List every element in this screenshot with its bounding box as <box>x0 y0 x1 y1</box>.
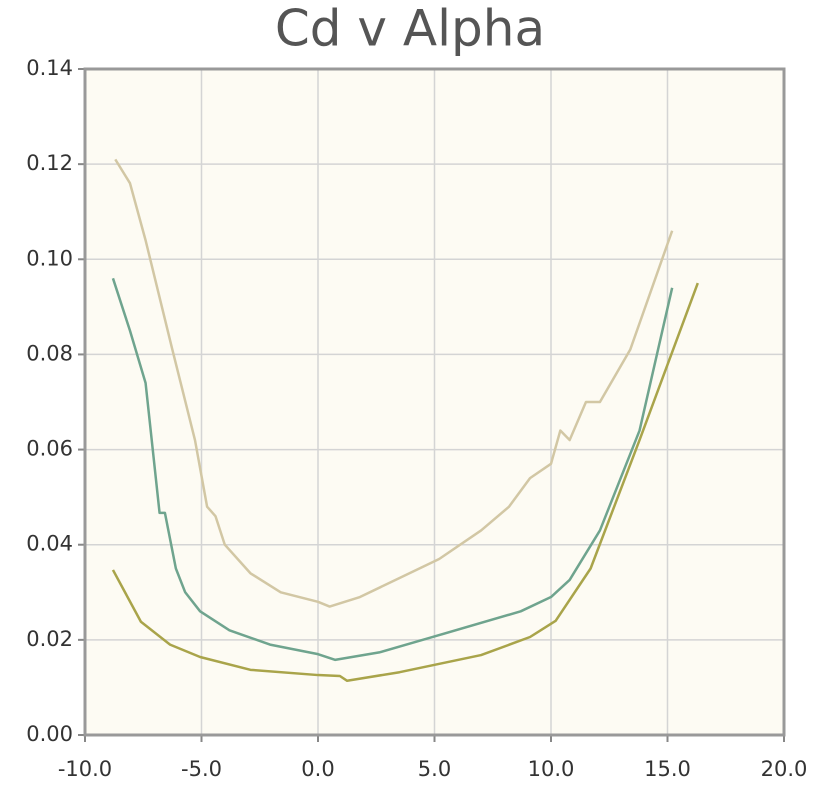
y-tick-label: 0.12 <box>26 151 73 175</box>
y-tick-label: 0.02 <box>26 627 73 651</box>
y-tick-label: 0.10 <box>26 246 73 270</box>
y-tick-label: 0.00 <box>26 722 73 746</box>
x-tick-label: 5.0 <box>418 757 451 781</box>
data-line <box>111 282 699 683</box>
x-tick-label: 20.0 <box>761 757 808 781</box>
x-tick-label: -10.0 <box>58 757 112 781</box>
x-tick-label: -5.0 <box>181 757 222 781</box>
x-tick-label: 15.0 <box>644 757 691 781</box>
chart-title: Cd v Alpha <box>275 0 545 58</box>
x-tick-label: 0.0 <box>301 757 334 781</box>
data-line <box>114 158 674 608</box>
plot-frame <box>83 67 786 737</box>
y-tick-label: 0.06 <box>26 437 73 461</box>
x-tick-label: 10.0 <box>528 757 575 781</box>
data-line <box>111 277 674 662</box>
y-tick-label: 0.14 <box>26 56 73 80</box>
y-tick-label: 0.08 <box>26 341 73 365</box>
y-tick-label: 0.04 <box>26 532 73 556</box>
